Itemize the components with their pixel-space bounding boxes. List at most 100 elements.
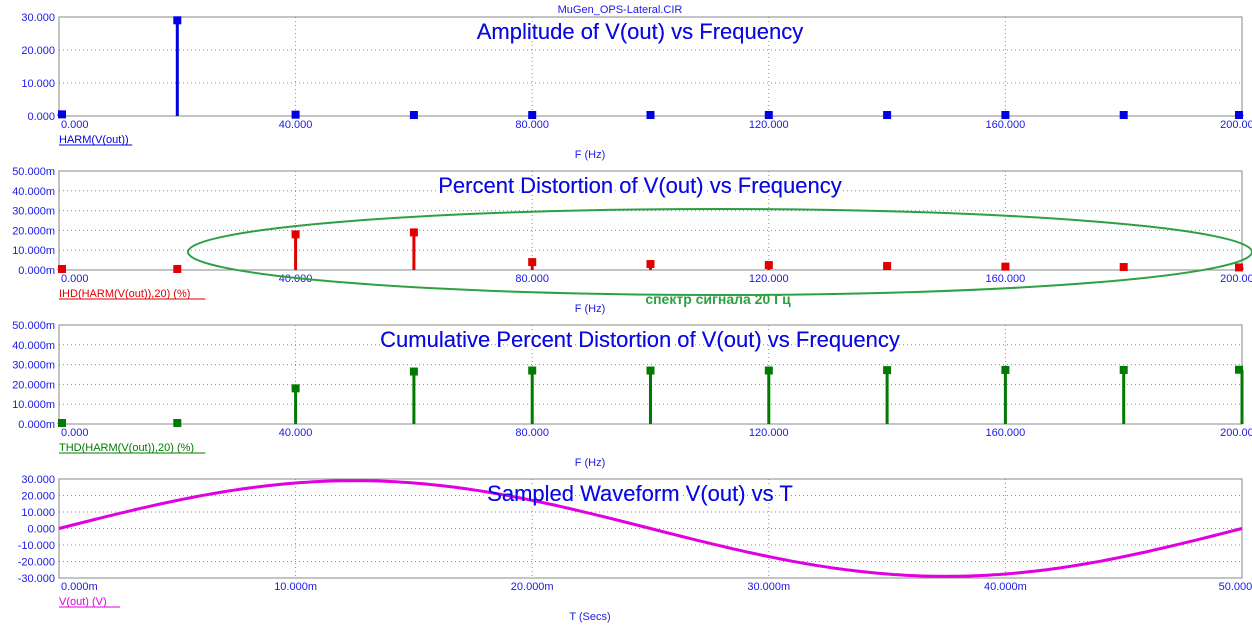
- data-point: [291, 230, 300, 239]
- chart-title: Percent Distortion of V(out) vs Frequenc…: [438, 173, 842, 198]
- x-tick-label: 200.000: [1220, 119, 1252, 131]
- data-point: [1235, 263, 1243, 272]
- annotation-ellipse: [187, 208, 1252, 296]
- x-tick-label: 120.000: [749, 427, 789, 439]
- y-tick-label: 50.000m: [12, 166, 55, 178]
- x-axis-label: F (Hz): [575, 303, 606, 315]
- x-tick-label: 80.000: [515, 119, 549, 131]
- y-tick-label: 0.000m: [18, 419, 55, 431]
- data-point: [646, 260, 655, 269]
- y-tick-label: 10.000m: [12, 245, 55, 257]
- data-point: [409, 228, 418, 237]
- data-point: [1119, 263, 1128, 272]
- x-tick-label: 160.000: [986, 427, 1026, 439]
- data-point: [528, 366, 537, 375]
- x-tick-label: 40.000: [279, 427, 313, 439]
- data-point: [173, 419, 182, 428]
- data-point: [528, 111, 537, 120]
- y-tick-label: 10.000m: [12, 399, 55, 411]
- x-tick-label: 40.000m: [984, 581, 1027, 593]
- x-tick-label: 10.000m: [274, 581, 317, 593]
- data-point: [764, 111, 773, 120]
- y-tick-label: 20.000m: [12, 379, 55, 391]
- data-point: [173, 16, 182, 25]
- x-tick-label: 0.000: [61, 427, 89, 439]
- data-point: [1119, 111, 1128, 120]
- y-tick-label: 30.000m: [12, 360, 55, 372]
- data-point: [1235, 111, 1243, 120]
- y-tick-label: 30.000: [21, 474, 55, 486]
- x-tick-label: 80.000: [515, 427, 549, 439]
- data-point: [58, 265, 66, 274]
- chart-panel-1: 30.000 20.000 10.000 0.000 0.000 40.000 80.000…: [21, 12, 1252, 161]
- y-tick-label: 30.000: [21, 12, 55, 24]
- x-tick-label: 160.000: [986, 273, 1026, 285]
- data-point: [1001, 262, 1010, 271]
- data-point: [528, 258, 537, 267]
- data-point: [409, 367, 418, 376]
- x-axis-label: F (Hz): [575, 457, 606, 469]
- series-label: THD(HARM(V(out)),20) (%): [59, 442, 194, 454]
- data-point: [1001, 365, 1010, 374]
- x-tick-label: 40.000: [279, 119, 313, 131]
- y-tick-label: -10.000: [18, 540, 55, 552]
- y-tick-label: -20.000: [18, 557, 55, 569]
- data-point: [1119, 365, 1128, 374]
- data-point: [291, 110, 300, 119]
- x-tick-label: 0.000m: [61, 581, 98, 593]
- chart-panel-2: 50.000m 40.000m 30.000m 20.000m 10.000m 0.000…: [12, 166, 1252, 315]
- data-point: [58, 110, 66, 119]
- data-point: [764, 366, 773, 375]
- chart-title-overlay: Amplitude of V(out) vs Frequency: [477, 19, 803, 44]
- waveform-line: [58, 479, 1243, 578]
- x-tick-label: 30.000m: [747, 581, 790, 593]
- x-axis-label: T (Secs): [569, 611, 610, 623]
- x-tick-label: 200.000: [1220, 273, 1252, 285]
- data-point: [646, 366, 655, 375]
- chart-title: Sampled Waveform V(out) vs T: [487, 481, 793, 506]
- y-tick-label: 0.000m: [18, 265, 55, 277]
- y-tick-label: 0.000: [27, 524, 55, 536]
- data-point: [883, 366, 892, 375]
- y-tick-label: 20.000: [21, 45, 55, 57]
- series-label: HARM(V(out)): [59, 134, 129, 146]
- y-tick-label: 0.000: [27, 111, 55, 123]
- x-tick-label: 0.000: [61, 273, 89, 285]
- chart-panel-4: 30.000 20.000 10.000 0.000 -10.000 -20.000 -30…: [18, 474, 1252, 623]
- chart-title: Cumulative Percent Distortion of V(out) …: [380, 327, 900, 352]
- annotation-group: спектр сигнала 20 Гц: [187, 208, 1252, 307]
- x-tick-label: 40.000: [279, 273, 313, 285]
- data-point: [291, 384, 300, 393]
- x-tick-label: 50.000m: [1219, 581, 1252, 593]
- y-tick-label: 10.000: [21, 78, 55, 90]
- y-tick-label: 30.000m: [12, 206, 55, 218]
- x-tick-label: 80.000: [515, 273, 549, 285]
- y-tick-label: -30.000: [18, 573, 55, 585]
- y-tick-label: 40.000m: [12, 340, 55, 352]
- series-label: IHD(HARM(V(out)),20) (%): [59, 288, 190, 300]
- y-tick-label: 40.000m: [12, 186, 55, 198]
- data-point: [1235, 365, 1243, 374]
- data-point: [646, 111, 655, 120]
- chart-title: Amplitude of V(out) vs Frequency: [477, 19, 803, 44]
- data-point: [173, 265, 182, 274]
- x-tick-label: 120.000: [749, 119, 789, 131]
- data-point: [883, 262, 892, 271]
- y-tick-label: 10.000: [21, 507, 55, 519]
- series-label: V(out) (V): [59, 596, 107, 608]
- x-tick-label: 120.000: [749, 273, 789, 285]
- x-tick-label: 0.000: [61, 119, 89, 131]
- data-point: [1001, 111, 1010, 120]
- chart-title-overlay: Sampled Waveform V(out) vs T: [487, 481, 793, 506]
- data-point: [883, 111, 892, 120]
- data-point: [764, 261, 773, 270]
- chart-title-overlay: Cumulative Percent Distortion of V(out) …: [380, 327, 900, 352]
- data-point: [409, 111, 418, 120]
- annotation-text: спектр сигнала 20 Гц: [645, 291, 791, 307]
- y-tick-label: 20.000m: [12, 225, 55, 237]
- chart-panel-3: 50.000m 40.000m 30.000m 20.000m 10.000m 0.000…: [12, 320, 1252, 469]
- y-tick-label: 20.000: [21, 491, 55, 503]
- data-point: [58, 419, 66, 428]
